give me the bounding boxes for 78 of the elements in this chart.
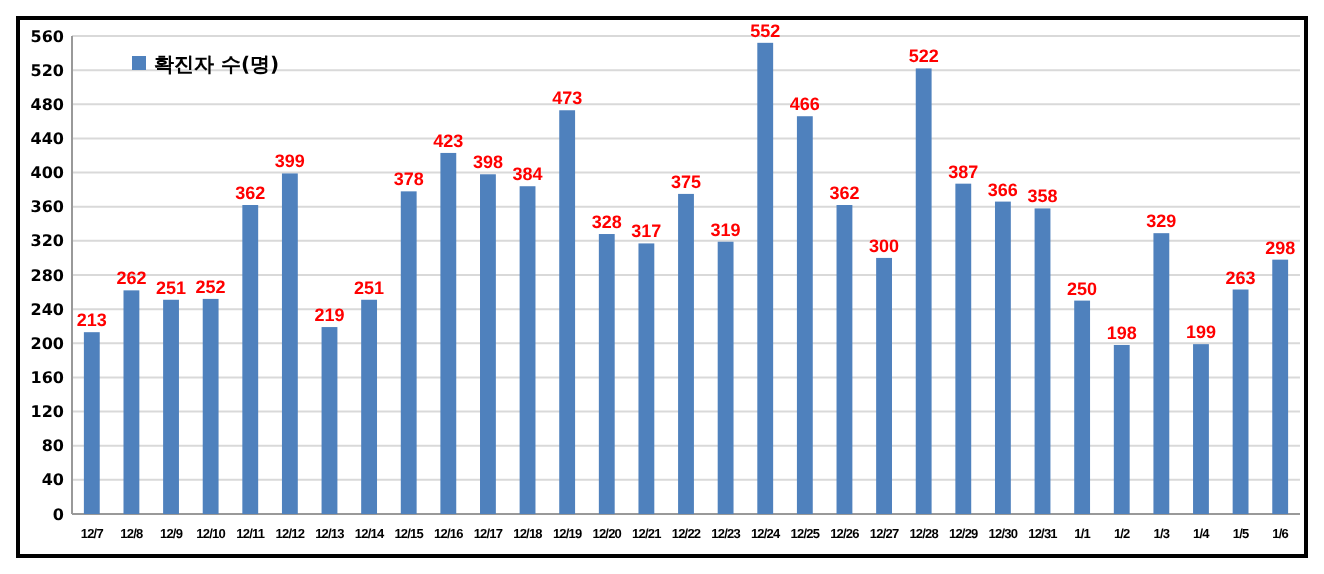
data-label: 384: [512, 164, 543, 185]
bar: [202, 298, 219, 514]
data-label: 362: [235, 183, 266, 204]
data-label: 262: [116, 268, 147, 289]
bar: [1272, 259, 1289, 514]
data-label: 319: [710, 219, 741, 240]
y-tick-label: 320: [30, 232, 65, 251]
y-tick-label: 280: [30, 266, 65, 285]
bar: [1113, 344, 1130, 514]
y-tick-label: 80: [41, 437, 65, 456]
y-tick-label: 520: [30, 61, 65, 80]
bar: [321, 327, 338, 514]
bar: [876, 257, 892, 514]
bar: [1193, 344, 1209, 514]
bar: [559, 110, 576, 514]
bar: [242, 205, 259, 514]
data-label: 198: [1106, 322, 1137, 343]
y-tick-label: 200: [30, 334, 65, 353]
data-label: 251: [156, 277, 187, 298]
bar: [717, 241, 734, 514]
bar: [480, 174, 496, 514]
bar: [757, 42, 774, 514]
data-label: 358: [1027, 186, 1058, 207]
y-tick-label: 360: [30, 198, 65, 217]
data-label: 423: [433, 130, 464, 151]
y-tick-label: 440: [30, 130, 65, 149]
data-label: 317: [631, 221, 662, 242]
data-label: 329: [1146, 211, 1177, 232]
data-label: 251: [354, 277, 385, 298]
bar: [638, 243, 655, 514]
data-label: 378: [393, 169, 424, 190]
data-label: 366: [987, 179, 1018, 200]
bar: [83, 332, 100, 514]
bar: [994, 201, 1011, 514]
data-label: 375: [670, 171, 702, 192]
bar: [361, 299, 378, 514]
data-label: 399: [274, 151, 305, 172]
bar: [400, 191, 417, 514]
data-label: 552: [750, 20, 781, 41]
y-tick-label: 400: [30, 164, 65, 183]
data-label: 328: [591, 212, 622, 233]
y-tick-label: 240: [30, 300, 65, 319]
bar: [955, 183, 972, 514]
data-label: 398: [472, 152, 503, 173]
data-label: 466: [789, 94, 820, 115]
data-label: 199: [1185, 322, 1216, 343]
data-label: 522: [908, 46, 939, 67]
bar: [281, 173, 298, 514]
data-label: 219: [314, 305, 345, 326]
y-tick-label: 560: [30, 27, 65, 46]
bar: [1034, 208, 1051, 514]
y-tick-label: 0: [52, 505, 65, 524]
bar: [1074, 300, 1091, 514]
data-label: 298: [1265, 237, 1296, 258]
legend-label: 확진자 수(명): [154, 55, 280, 77]
bar: [1153, 233, 1170, 514]
bar: [123, 290, 140, 514]
y-tick-label: 480: [30, 95, 65, 114]
bar: [163, 299, 179, 514]
data-label: 213: [76, 310, 107, 331]
data-label: 473: [552, 88, 583, 109]
data-label: 362: [829, 183, 860, 204]
bar: [678, 193, 694, 514]
bar: [598, 234, 615, 514]
y-tick-label: 120: [30, 403, 65, 422]
data-label: 252: [195, 276, 226, 297]
bar: [915, 68, 932, 514]
data-label: 263: [1225, 267, 1256, 288]
bar: [1232, 289, 1249, 514]
y-tick-label: 160: [30, 369, 65, 388]
bar: [440, 152, 457, 514]
y-tick-label: 40: [41, 471, 65, 490]
bar: [836, 205, 853, 514]
bar: [519, 186, 536, 514]
data-label: 250: [1067, 278, 1098, 299]
bar: [796, 116, 813, 514]
data-label: 387: [948, 161, 979, 182]
data-label: 300: [869, 235, 900, 256]
